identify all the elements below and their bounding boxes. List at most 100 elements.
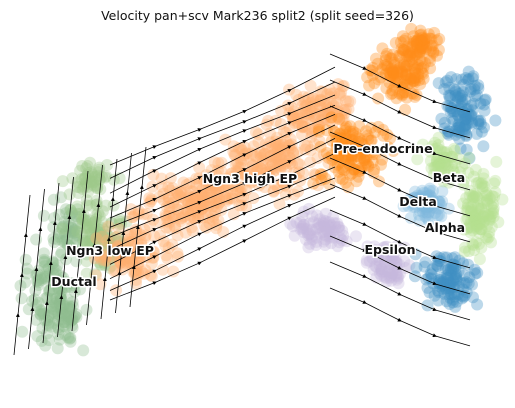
- cell-point: [474, 223, 487, 236]
- cell-point: [16, 325, 29, 338]
- cell-point: [310, 231, 323, 244]
- cell-point: [474, 217, 487, 230]
- cell-point: [463, 245, 475, 258]
- cell-point: [31, 330, 44, 343]
- cell-point: [336, 173, 349, 186]
- cell-point: [63, 300, 76, 313]
- cell-point: [459, 113, 471, 126]
- cell-point: [71, 180, 84, 193]
- cell-point: [458, 289, 471, 302]
- cell-point: [397, 44, 410, 56]
- cell-point: [472, 114, 485, 127]
- cell-point: [345, 152, 358, 165]
- cell-point: [299, 100, 312, 112]
- cell-point: [440, 146, 453, 159]
- velocity-streamline: [109, 66, 336, 166]
- cell-point: [443, 81, 456, 94]
- cell-point: [454, 90, 467, 103]
- cell-point: [470, 177, 483, 190]
- cell-point: [489, 174, 502, 187]
- cell-point: [336, 234, 349, 247]
- cell-point: [467, 191, 480, 204]
- cell-point: [343, 159, 356, 172]
- cell-point: [447, 166, 460, 179]
- cell-point: [346, 152, 359, 165]
- cell-point: [326, 106, 339, 119]
- cell-point: [481, 197, 494, 210]
- cell-point: [479, 189, 492, 202]
- cell-point: [406, 46, 419, 59]
- cell-point: [477, 210, 490, 223]
- cell-point: [330, 131, 343, 144]
- cell-point: [411, 34, 424, 47]
- cell-point: [329, 221, 342, 233]
- cell-point: [333, 224, 346, 237]
- cell-point: [457, 197, 470, 210]
- cell-point: [319, 233, 332, 246]
- cell-point: [392, 49, 405, 62]
- cell-point: [475, 178, 487, 191]
- cell-point: [410, 38, 423, 51]
- velocity-streamline: [329, 105, 471, 165]
- cell-point: [472, 215, 485, 228]
- cell-point: [350, 144, 363, 157]
- cell-point: [26, 295, 39, 307]
- cell-point: [319, 229, 332, 242]
- cell-point: [461, 102, 474, 115]
- cell-point: [328, 125, 340, 138]
- cell-point: [324, 91, 337, 104]
- cell-point: [52, 308, 65, 320]
- cell-point: [468, 211, 481, 224]
- cell-point: [461, 198, 474, 211]
- cell-point: [470, 127, 483, 140]
- cell-point: [312, 222, 325, 234]
- cell-point: [328, 216, 341, 229]
- cell-point: [297, 218, 310, 231]
- cell-point: [465, 116, 478, 129]
- cell-point: [303, 217, 316, 230]
- cell-point: [318, 220, 330, 233]
- cell-point: [483, 226, 496, 239]
- cell-point: [449, 169, 462, 182]
- cell-point: [449, 124, 462, 137]
- cell-point: [66, 313, 78, 326]
- cell-point: [302, 241, 315, 254]
- cell-point: [296, 220, 309, 233]
- cell-point: [310, 209, 323, 222]
- cell-point: [484, 192, 496, 205]
- cell-point: [167, 265, 180, 278]
- cell-point: [346, 149, 358, 162]
- cell-point: [442, 164, 455, 177]
- cell-point: [463, 152, 476, 165]
- velocity-streamline: [329, 53, 471, 113]
- cell-point: [463, 221, 475, 234]
- cell-point: [460, 143, 473, 156]
- cell-point: [403, 55, 416, 68]
- cell-point: [93, 161, 106, 174]
- cell-point: [335, 144, 347, 157]
- cell-point: [463, 271, 476, 284]
- cell-point: [326, 118, 339, 130]
- cell-point: [460, 192, 473, 205]
- cell-point: [296, 121, 309, 134]
- cell-point: [460, 204, 473, 217]
- cell-point: [475, 125, 488, 138]
- cell-point: [478, 98, 491, 111]
- cell-point: [443, 291, 456, 304]
- cell-point: [460, 112, 473, 125]
- cell-point: [351, 150, 363, 163]
- cell-point: [300, 233, 312, 246]
- cell-point: [458, 245, 471, 258]
- cell-point: [336, 161, 349, 174]
- cell-point: [333, 112, 346, 125]
- cell-point: [291, 110, 304, 122]
- cell-point: [372, 92, 385, 105]
- cell-point: [446, 293, 459, 306]
- cell-point: [466, 189, 479, 202]
- cell-point: [296, 99, 309, 112]
- cell-point: [339, 131, 352, 144]
- cell-point: [485, 200, 498, 213]
- cell-point: [444, 269, 457, 281]
- cell-point: [437, 151, 450, 164]
- cell-point: [283, 83, 296, 96]
